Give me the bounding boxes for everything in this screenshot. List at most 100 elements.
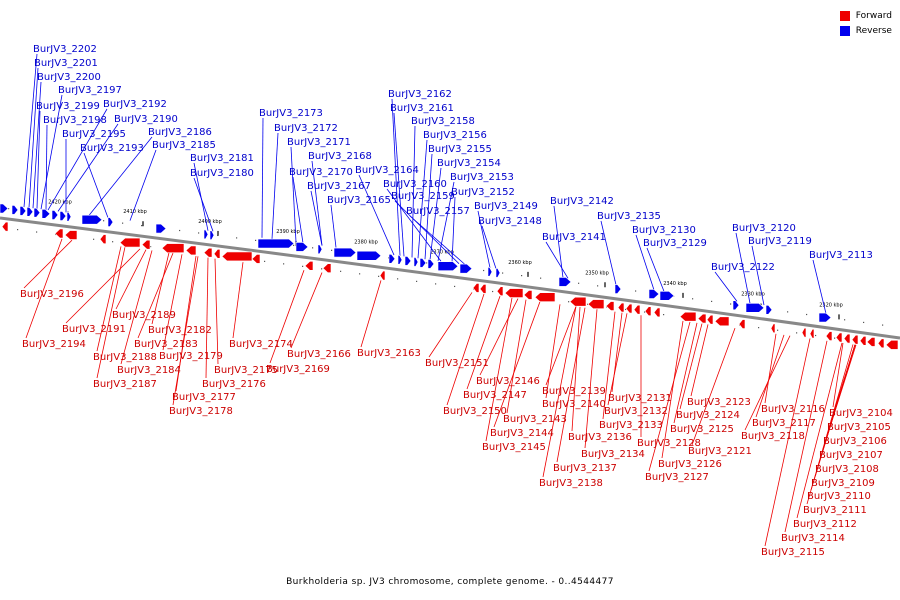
reverse-gene-label[interactable]: BurJV3_2193 <box>80 143 144 154</box>
forward-gene-label[interactable]: BurJV3_2189 <box>112 310 176 321</box>
forward-gene-label[interactable]: BurJV3_2163 <box>357 348 421 359</box>
reverse-gene-label[interactable]: BurJV3_2186 <box>148 127 212 138</box>
reverse-gene-arrow[interactable] <box>419 258 427 268</box>
forward-gene-arrow[interactable] <box>633 304 641 315</box>
reverse-gene-arrow[interactable] <box>11 205 19 215</box>
forward-gene-label[interactable]: BurJV3_2196 <box>20 289 84 300</box>
reverse-gene-label[interactable]: BurJV3_2195 <box>62 129 126 140</box>
forward-gene-arrow[interactable] <box>99 234 107 244</box>
reverse-gene-label[interactable]: BurJV3_2113 <box>809 250 873 261</box>
reverse-gene-arrow[interactable] <box>66 211 72 222</box>
reverse-gene-label[interactable]: BurJV3_2155 <box>428 144 492 155</box>
reverse-gene-arrow[interactable] <box>333 247 357 258</box>
reverse-gene-label[interactable]: BurJV3_2154 <box>437 158 501 169</box>
reverse-gene-label[interactable]: BurJV3_2158 <box>411 116 475 127</box>
forward-gene-arrow[interactable] <box>706 314 714 325</box>
forward-gene-arrow[interactable] <box>472 283 480 293</box>
forward-gene-label[interactable]: BurJV3_2140 <box>542 399 606 410</box>
forward-gene-label[interactable]: BurJV3_2166 <box>287 349 351 360</box>
forward-gene-label[interactable]: BurJV3_2115 <box>761 547 825 558</box>
forward-gene-arrow[interactable] <box>885 340 899 350</box>
forward-gene-label[interactable]: BurJV3_2121 <box>688 446 752 457</box>
reverse-gene-label[interactable]: BurJV3_2165 <box>327 195 391 206</box>
reverse-gene-label[interactable]: BurJV3_2160 <box>383 179 447 190</box>
forward-gene-arrow[interactable] <box>605 301 615 311</box>
forward-gene-label[interactable]: BurJV3_2116 <box>761 404 825 415</box>
forward-gene-label[interactable]: BurJV3_2132 <box>604 406 668 417</box>
reverse-gene-arrow[interactable] <box>81 214 103 225</box>
forward-gene-label[interactable]: BurJV3_2107 <box>819 450 883 461</box>
reverse-gene-arrow[interactable] <box>19 206 27 216</box>
reverse-gene-label[interactable]: BurJV3_2129 <box>643 238 707 249</box>
forward-gene-label[interactable]: BurJV3_2182 <box>148 325 212 336</box>
forward-gene-arrow[interactable] <box>738 319 746 329</box>
forward-gene-arrow[interactable] <box>697 313 707 324</box>
reverse-gene-label[interactable]: BurJV3_2119 <box>748 236 812 247</box>
forward-gene-label[interactable]: BurJV3_2104 <box>829 408 893 419</box>
forward-gene-arrow[interactable] <box>866 337 876 347</box>
forward-gene-label[interactable]: BurJV3_2109 <box>811 478 875 489</box>
forward-gene-arrow[interactable] <box>504 288 524 298</box>
reverse-gene-arrow[interactable] <box>765 304 773 315</box>
reverse-gene-label[interactable]: BurJV3_2200 <box>37 72 101 83</box>
reverse-gene-label[interactable]: BurJV3_2164 <box>355 165 419 176</box>
reverse-gene-arrow[interactable] <box>257 238 295 249</box>
reverse-gene-arrow[interactable] <box>26 207 34 217</box>
forward-gene-arrow[interactable] <box>617 302 625 313</box>
reverse-gene-arrow[interactable] <box>413 257 419 267</box>
forward-gene-arrow[interactable] <box>203 247 213 258</box>
reverse-gene-arrow[interactable] <box>487 267 493 277</box>
reverse-gene-label[interactable]: BurJV3_2120 <box>732 223 796 234</box>
reverse-gene-arrow[interactable] <box>155 223 167 234</box>
forward-gene-arrow[interactable] <box>714 316 730 327</box>
forward-gene-label[interactable]: BurJV3_2125 <box>670 424 734 435</box>
reverse-gene-arrow[interactable] <box>745 303 765 313</box>
forward-gene-label[interactable]: BurJV3_2105 <box>827 422 891 433</box>
reverse-gene-label[interactable]: BurJV3_2170 <box>289 167 353 178</box>
forward-gene-label[interactable]: BurJV3_2147 <box>463 390 527 401</box>
reverse-gene-label[interactable]: BurJV3_2192 <box>103 99 167 110</box>
forward-gene-arrow[interactable] <box>322 263 332 274</box>
forward-gene-arrow[interactable] <box>523 290 533 300</box>
forward-gene-arrow[interactable] <box>479 284 487 294</box>
forward-gene-arrow[interactable] <box>251 254 261 264</box>
forward-gene-label[interactable]: BurJV3_2118 <box>741 431 805 442</box>
reverse-gene-arrow[interactable] <box>203 229 209 240</box>
reverse-gene-label[interactable]: BurJV3_2172 <box>274 123 338 134</box>
forward-gene-label[interactable]: BurJV3_2146 <box>476 376 540 387</box>
forward-gene-label[interactable]: BurJV3_2134 <box>581 449 645 460</box>
reverse-gene-arrow[interactable] <box>397 255 403 265</box>
reverse-gene-label[interactable]: BurJV3_2122 <box>711 262 775 273</box>
reverse-gene-arrow[interactable] <box>818 312 832 323</box>
forward-gene-label[interactable]: BurJV3_2143 <box>503 414 567 425</box>
forward-gene-label[interactable]: BurJV3_2175 <box>214 365 278 376</box>
forward-gene-label[interactable]: BurJV3_2184 <box>117 365 181 376</box>
forward-gene-label[interactable]: BurJV3_2169 <box>266 364 330 375</box>
forward-gene-label[interactable]: BurJV3_2177 <box>172 392 236 403</box>
forward-gene-label[interactable]: BurJV3_2133 <box>599 420 663 431</box>
reverse-gene-arrow[interactable] <box>495 268 501 278</box>
forward-gene-arrow[interactable] <box>587 299 605 309</box>
reverse-gene-arrow[interactable] <box>614 284 622 294</box>
forward-gene-arrow[interactable] <box>534 292 556 303</box>
forward-gene-arrow[interactable] <box>679 311 697 322</box>
forward-gene-arrow[interactable] <box>379 270 386 281</box>
reverse-gene-label[interactable]: BurJV3_2153 <box>450 172 514 183</box>
forward-gene-arrow[interactable] <box>877 338 885 349</box>
forward-gene-arrow[interactable] <box>644 306 652 316</box>
forward-gene-label[interactable]: BurJV3_2111 <box>803 505 867 516</box>
forward-gene-label[interactable]: BurJV3_2137 <box>553 463 617 474</box>
reverse-gene-label[interactable]: BurJV3_2156 <box>423 130 487 141</box>
forward-gene-label[interactable]: BurJV3_2106 <box>823 436 887 447</box>
reverse-gene-label[interactable]: BurJV3_2157 <box>406 206 470 217</box>
forward-gene-arrow[interactable] <box>625 303 633 314</box>
reverse-gene-arrow[interactable] <box>317 244 323 255</box>
forward-gene-arrow[interactable] <box>119 237 141 248</box>
forward-gene-label[interactable]: BurJV3_2144 <box>490 428 554 439</box>
reverse-gene-label[interactable]: BurJV3_2181 <box>190 153 254 164</box>
reverse-gene-arrow[interactable] <box>459 263 473 274</box>
reverse-gene-label[interactable]: BurJV3_2159 <box>391 191 455 202</box>
forward-gene-label[interactable]: BurJV3_2151 <box>425 358 489 369</box>
reverse-gene-arrow[interactable] <box>295 242 309 252</box>
forward-gene-label[interactable]: BurJV3_2123 <box>687 397 751 408</box>
